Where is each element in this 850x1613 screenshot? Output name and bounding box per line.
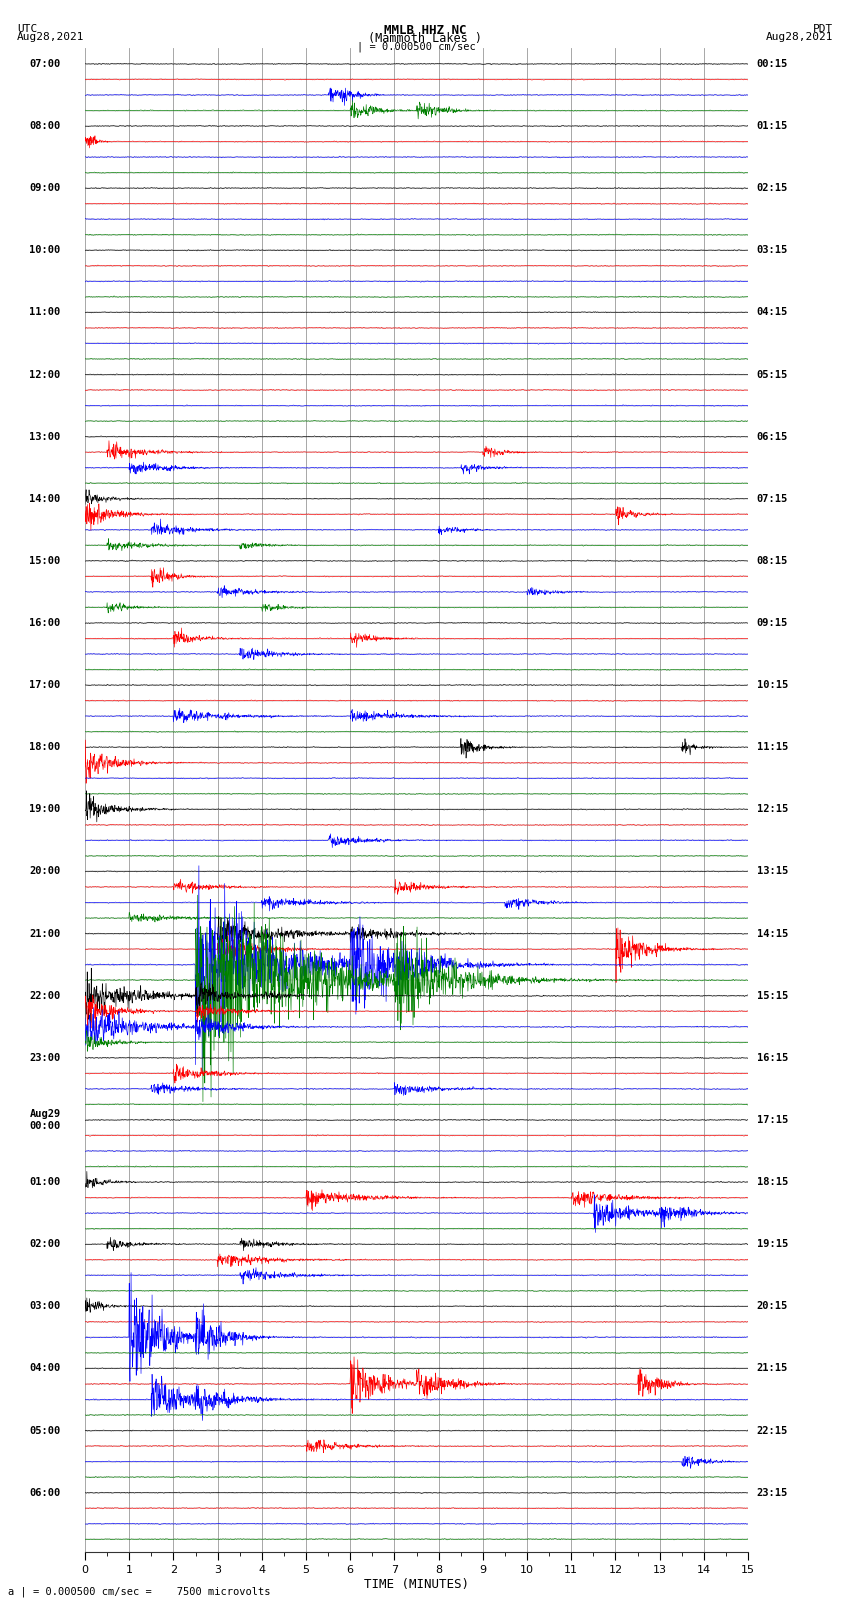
Text: (Mammoth Lakes ): (Mammoth Lakes ) [368, 32, 482, 45]
Text: 19:15: 19:15 [756, 1239, 788, 1248]
Text: 19:00: 19:00 [30, 805, 60, 815]
Text: 20:15: 20:15 [756, 1302, 788, 1311]
Text: 15:00: 15:00 [30, 556, 60, 566]
Text: 03:15: 03:15 [756, 245, 788, 255]
Text: 00:15: 00:15 [756, 60, 788, 69]
Text: 22:15: 22:15 [756, 1426, 788, 1436]
Text: 03:00: 03:00 [30, 1302, 60, 1311]
Text: 01:00: 01:00 [30, 1177, 60, 1187]
Text: 17:15: 17:15 [756, 1115, 788, 1124]
Text: 23:15: 23:15 [756, 1487, 788, 1498]
Text: 10:15: 10:15 [756, 681, 788, 690]
Text: 18:00: 18:00 [30, 742, 60, 752]
Text: 11:15: 11:15 [756, 742, 788, 752]
Text: 21:15: 21:15 [756, 1363, 788, 1373]
Text: 08:00: 08:00 [30, 121, 60, 131]
Text: 16:15: 16:15 [756, 1053, 788, 1063]
Text: 02:00: 02:00 [30, 1239, 60, 1248]
Text: 22:00: 22:00 [30, 990, 60, 1000]
Text: 14:15: 14:15 [756, 929, 788, 939]
Text: 05:00: 05:00 [30, 1426, 60, 1436]
Text: | = 0.000500 cm/sec: | = 0.000500 cm/sec [357, 42, 476, 53]
Text: 13:15: 13:15 [756, 866, 788, 876]
Text: 02:15: 02:15 [756, 184, 788, 194]
Text: 07:00: 07:00 [30, 60, 60, 69]
Text: 15:15: 15:15 [756, 990, 788, 1000]
Text: UTC: UTC [17, 24, 37, 34]
Text: 12:15: 12:15 [756, 805, 788, 815]
Text: 06:15: 06:15 [756, 432, 788, 442]
Text: a | = 0.000500 cm/sec =    7500 microvolts: a | = 0.000500 cm/sec = 7500 microvolts [8, 1586, 271, 1597]
Text: 18:15: 18:15 [756, 1177, 788, 1187]
Text: 09:00: 09:00 [30, 184, 60, 194]
Text: 10:00: 10:00 [30, 245, 60, 255]
Text: 20:00: 20:00 [30, 866, 60, 876]
Text: Aug29
00:00: Aug29 00:00 [30, 1110, 60, 1131]
Text: Aug28,2021: Aug28,2021 [766, 32, 833, 42]
Text: 07:15: 07:15 [756, 494, 788, 503]
Text: Aug28,2021: Aug28,2021 [17, 32, 84, 42]
Text: PDT: PDT [813, 24, 833, 34]
Text: 08:15: 08:15 [756, 556, 788, 566]
Text: 04:15: 04:15 [756, 308, 788, 318]
Text: MMLB HHZ NC: MMLB HHZ NC [383, 24, 467, 37]
Text: 01:15: 01:15 [756, 121, 788, 131]
Text: 04:00: 04:00 [30, 1363, 60, 1373]
Text: 21:00: 21:00 [30, 929, 60, 939]
Text: 17:00: 17:00 [30, 681, 60, 690]
Text: 14:00: 14:00 [30, 494, 60, 503]
X-axis label: TIME (MINUTES): TIME (MINUTES) [364, 1578, 469, 1590]
Text: 05:15: 05:15 [756, 369, 788, 379]
Text: 13:00: 13:00 [30, 432, 60, 442]
Text: 11:00: 11:00 [30, 308, 60, 318]
Text: 16:00: 16:00 [30, 618, 60, 627]
Text: 06:00: 06:00 [30, 1487, 60, 1498]
Text: 09:15: 09:15 [756, 618, 788, 627]
Text: 12:00: 12:00 [30, 369, 60, 379]
Text: 23:00: 23:00 [30, 1053, 60, 1063]
